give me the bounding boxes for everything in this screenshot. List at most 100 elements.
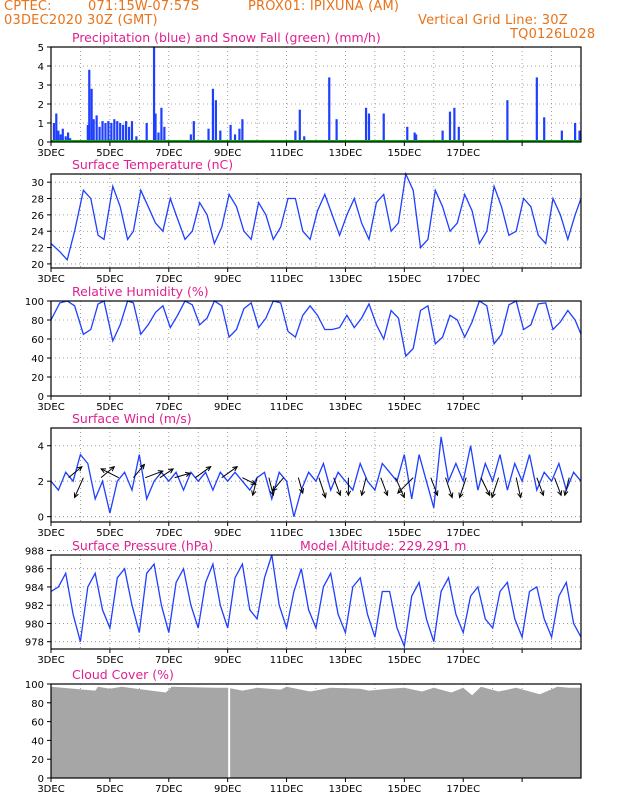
panel-frame (50, 683, 582, 779)
precip-bar (152, 47, 156, 142)
wind-vector (430, 477, 438, 496)
precip-bar (335, 119, 338, 142)
wind-vector (318, 477, 327, 498)
x-tick-label: 3DEC (37, 784, 64, 795)
precip-bar (229, 124, 232, 142)
wind-vector (491, 477, 500, 498)
y-tick-label: 0 (38, 392, 44, 403)
panel-precip (47, 46, 582, 146)
y-tick-label: 984 (25, 583, 44, 594)
y-tick-label: 60 (31, 335, 44, 346)
wind-vector (459, 477, 467, 498)
x-tick-label: 5DEC (96, 655, 123, 666)
panel-frame (50, 427, 582, 523)
x-tick-label: 5DEC (96, 528, 123, 539)
wind-vector (133, 464, 145, 478)
wind-vector (297, 477, 304, 494)
y-tick-label: 978 (25, 638, 44, 649)
precip-bar (298, 109, 301, 142)
y-tick-label: 40 (31, 354, 44, 365)
precip-bar (122, 124, 125, 142)
wind-vector-head (251, 490, 257, 497)
precip-bar (413, 132, 416, 142)
x-tick-label: 7DEC (155, 402, 182, 413)
y-tick-label: 20 (31, 755, 44, 766)
wind-vector-head (400, 492, 405, 499)
y-tick-label: 4 (38, 62, 44, 73)
x-tick-label: 11DEC (270, 274, 304, 285)
wind-vector (159, 468, 174, 479)
precip-bar (61, 128, 64, 142)
precip-bar (382, 113, 385, 142)
precip-bar (448, 111, 452, 142)
wind-vector-head (73, 492, 79, 499)
wind-vector (174, 472, 191, 479)
y-tick-label: 3 (38, 81, 44, 92)
wind-vector (564, 477, 570, 496)
wind-vector (361, 477, 367, 496)
precip-bar (303, 136, 306, 142)
panel-pres (47, 549, 582, 653)
wind-vector-head (336, 490, 342, 497)
wind-vector-head (232, 466, 239, 472)
wind-vector-head (321, 492, 327, 499)
x-tick-label: 5DEC (96, 148, 123, 159)
precip-bar (98, 126, 101, 142)
series-line-pres (50, 554, 582, 649)
wind-vector-head (563, 490, 569, 497)
wind-vector-head (157, 470, 164, 476)
panel-title: Surface Pressure (hPa) (72, 538, 213, 553)
panel-frame (50, 173, 582, 269)
wind-vector (554, 477, 562, 496)
precip-bar (207, 128, 210, 142)
x-tick-label: 5DEC (96, 274, 123, 285)
header-model-id: TQ0126L028 (510, 27, 596, 42)
panel-title: Surface Temperature (nC) (72, 157, 233, 172)
y-tick-label: 100 (25, 680, 44, 691)
y-tick-label: 2 (38, 477, 44, 488)
precip-bar (104, 123, 107, 142)
wind-vector (194, 466, 211, 479)
precip-bar (86, 124, 89, 142)
header-station: PROX01: IPIXUNA (AM) (248, 0, 400, 14)
x-tick-label: 9DEC (214, 528, 241, 539)
precip-bar (135, 136, 138, 142)
wind-vector (145, 470, 163, 479)
y-tick-label: 986 (25, 565, 44, 576)
x-tick-label: 17DEC (446, 402, 480, 413)
precip-bar (506, 100, 509, 142)
precip-bar (535, 77, 538, 142)
x-tick-label: 17DEC (446, 655, 480, 666)
panel-subtitle: Model Altitude: 229.291 m (300, 538, 466, 553)
precip-bar (453, 107, 456, 142)
x-tick-label: 15DEC (387, 655, 421, 666)
y-tick-label: 1 (38, 119, 44, 130)
y-tick-label: 20 (31, 260, 44, 271)
panel-frame (50, 554, 582, 650)
x-tick-label: 11DEC (270, 655, 304, 666)
x-tick-label: 15DEC (387, 274, 421, 285)
y-tick-label: 4 (38, 442, 44, 453)
x-tick-label: 13DEC (329, 274, 363, 285)
wind-vector-head (485, 490, 491, 497)
x-tick-label: 17DEC (446, 784, 480, 795)
x-tick-label: 15DEC (387, 784, 421, 795)
wind-vector (272, 477, 284, 492)
wind-vector (445, 477, 453, 498)
header-grid-note: Vertical Grid Line: 30Z (418, 13, 568, 28)
panel-title: Relative Humidity (%) (72, 284, 209, 299)
x-tick-label: 7DEC (155, 148, 182, 159)
precip-bar (52, 123, 56, 142)
x-tick-label: 13DEC (329, 784, 363, 795)
y-tick-label: 0 (38, 138, 44, 149)
x-tick-label: 9DEC (214, 402, 241, 413)
y-tick-label: 100 (25, 297, 44, 308)
precip-bar (92, 119, 95, 142)
wind-vector (333, 477, 341, 496)
x-tick-label: 9DEC (214, 148, 241, 159)
y-tick-label: 2 (38, 100, 44, 111)
wind-vector (397, 477, 414, 494)
series-line-temp (50, 171, 582, 262)
precip-bar (160, 107, 163, 142)
